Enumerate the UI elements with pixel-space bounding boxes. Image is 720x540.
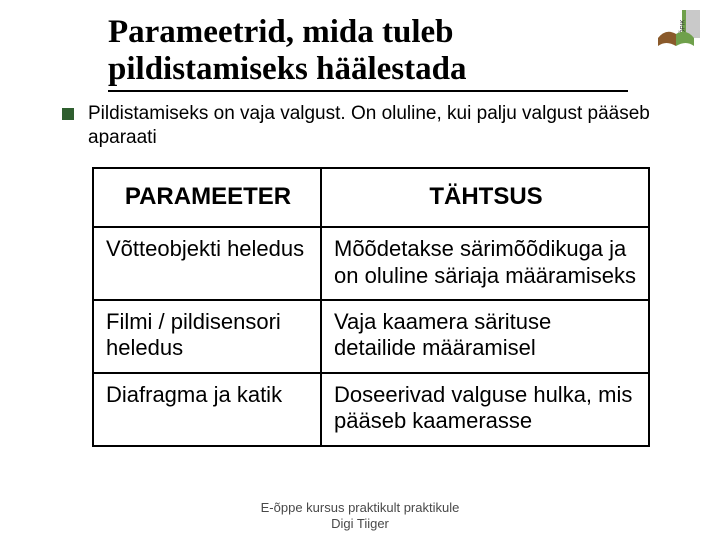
table-cell: Vaja kaamera särituse detailide määramis… <box>321 300 649 373</box>
footer-line1: E-õppe kursus praktikult praktikule <box>0 500 720 516</box>
footer-line2: Digi Tiiger <box>0 516 720 532</box>
table-cell: Filmi / pildisensori heledus <box>93 300 321 373</box>
table-cell: Doseerivad valguse hulka, mis pääseb kaa… <box>321 373 649 446</box>
table-header-importance: TÄHTSUS <box>321 168 649 227</box>
page-title: Parameetrid, mida tuleb pildistamiseks h… <box>108 14 628 92</box>
logo-icon: ÕPIK <box>656 8 702 48</box>
table-header-row: PARAMEETER TÄHTSUS <box>93 168 649 227</box>
table-row: Võtteobjekti heledus Mõõdetakse särimõõd… <box>93 227 649 300</box>
table-row: Filmi / pildisensori heledus Vaja kaamer… <box>93 300 649 373</box>
table-header-parameter: PARAMEETER <box>93 168 321 227</box>
table-cell: Diafragma ja katik <box>93 373 321 446</box>
table-row: Diafragma ja katik Doseerivad valguse hu… <box>93 373 649 446</box>
table-cell: Võtteobjekti heledus <box>93 227 321 300</box>
slide: ÕPIK Parameetrid, mida tuleb pildistamis… <box>0 0 720 540</box>
parameters-table: PARAMEETER TÄHTSUS Võtteobjekti heledus … <box>92 167 650 446</box>
square-bullet-icon <box>62 108 74 120</box>
footer: E-õppe kursus praktikult praktikule Digi… <box>0 500 720 533</box>
bullet-row: Pildistamiseks on vaja valgust. On oluli… <box>0 102 720 150</box>
intro-text: Pildistamiseks on vaja valgust. On oluli… <box>88 102 690 150</box>
table-cell: Mõõdetakse särimõõdikuga ja on oluline s… <box>321 227 649 300</box>
